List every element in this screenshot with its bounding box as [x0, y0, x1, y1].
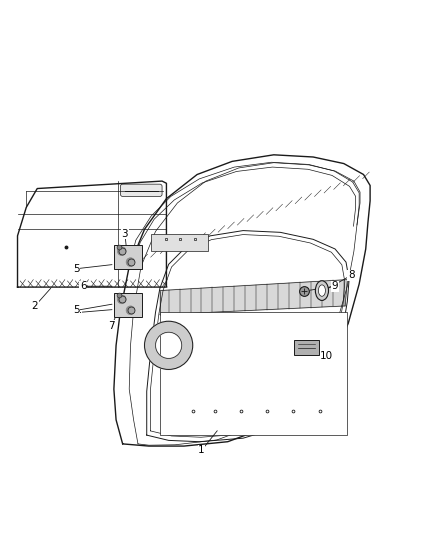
Bar [160, 312, 347, 435]
Text: 8: 8 [348, 270, 355, 280]
Bar [114, 245, 142, 269]
FancyBboxPatch shape [294, 340, 319, 356]
Text: 1: 1 [198, 446, 205, 456]
FancyBboxPatch shape [120, 184, 162, 197]
Bar [151, 233, 208, 251]
Text: 10: 10 [320, 351, 333, 361]
Text: 7: 7 [108, 321, 115, 330]
Circle shape [117, 247, 126, 255]
Ellipse shape [315, 281, 328, 301]
Ellipse shape [318, 285, 325, 296]
Text: 6: 6 [80, 281, 87, 291]
Polygon shape [160, 280, 347, 314]
Text: 9: 9 [332, 281, 339, 291]
Text: 5: 5 [73, 305, 80, 316]
Text: 3: 3 [121, 229, 128, 239]
Text: 4: 4 [74, 308, 81, 318]
Circle shape [117, 295, 126, 304]
Bar [114, 293, 142, 317]
Circle shape [126, 306, 135, 314]
Circle shape [126, 258, 135, 266]
Text: 5: 5 [73, 264, 80, 273]
Text: 2: 2 [32, 301, 39, 311]
Wedge shape [145, 321, 193, 369]
